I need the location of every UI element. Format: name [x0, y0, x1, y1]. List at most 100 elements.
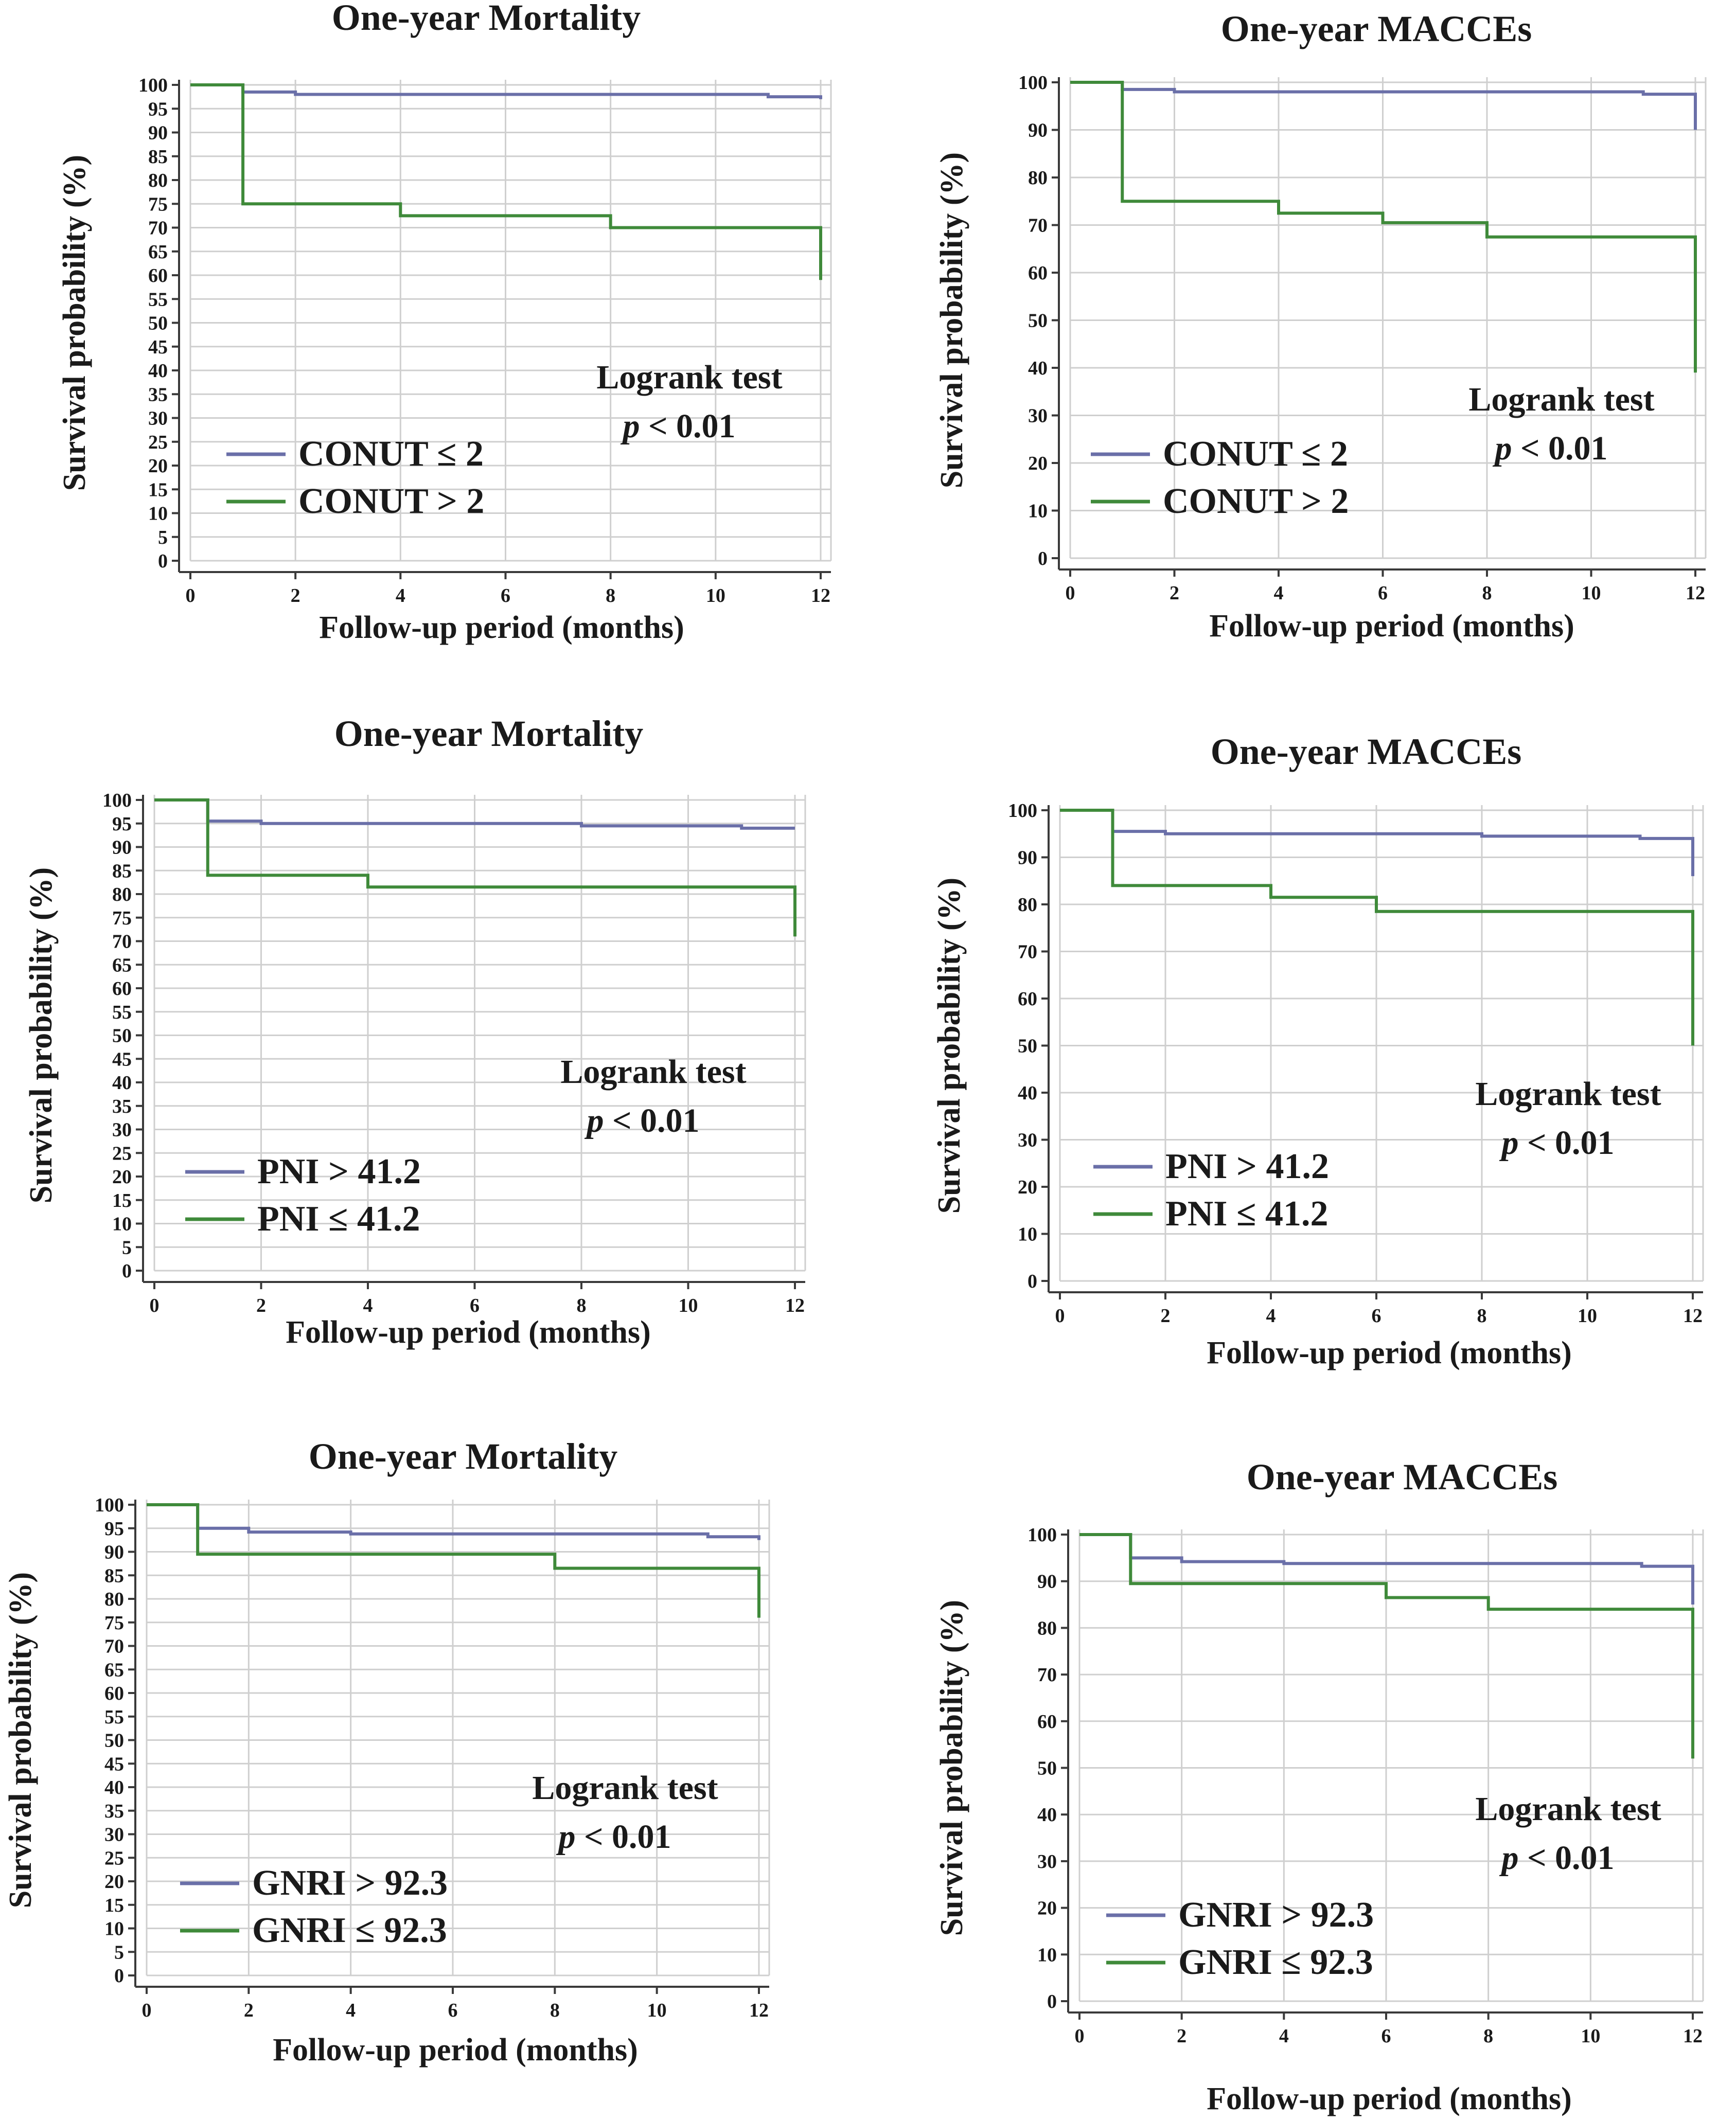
y-axis-label: Survival probability (%)	[934, 152, 969, 488]
chart-panel-pni-macces: One-year MACCEs 0 10 20 30 40 50 60 70 80 90 100 0 2 4…	[932, 731, 1704, 1370]
p-value-label: p < 0.01	[556, 1818, 671, 1856]
y-tick-label: 30	[148, 408, 168, 430]
legend-label: GNRI ≤ 92.3	[1178, 1943, 1373, 1982]
series-line-low	[190, 83, 822, 280]
y-tick-label: 0	[158, 550, 168, 572]
y-tick-label: 30	[104, 1824, 124, 1846]
axes: 0 10 20 30 40 50 60 70 80 90 100 0 2 4 6 8 10 12	[1008, 800, 1703, 1327]
logrank-test-label: Logrank test	[596, 359, 782, 396]
y-tick-label: 5	[122, 1237, 132, 1258]
grid	[1059, 805, 1704, 1282]
y-tick-label: 10	[1028, 501, 1048, 522]
y-tick-label: 15	[104, 1895, 124, 1916]
y-tick-label: 95	[104, 1518, 124, 1540]
y-tick-label: 75	[112, 907, 132, 929]
chart-panel-gnri-macces: One-year MACCEs 0 10 20 30 40 50 60 70 80 90 100 0 2 4…	[934, 1456, 1704, 2116]
grid	[1069, 77, 1707, 559]
x-tick-label: 6	[501, 585, 510, 607]
x-tick-label: 10	[1581, 2025, 1600, 2047]
chart-title: One-year Mortality	[332, 0, 641, 38]
y-tick-label: 5	[158, 527, 168, 548]
chart-title: One-year MACCEs	[1211, 731, 1522, 772]
legend: GNRI > 92.3 GNRI ≤ 92.3	[180, 1863, 448, 1950]
x-tick-label: 0	[150, 1295, 160, 1316]
y-tick-label: 60	[112, 978, 132, 1000]
y-tick-label: 35	[148, 384, 168, 405]
x-tick-label: 12	[811, 585, 830, 607]
y-tick-label: 90	[1037, 1571, 1057, 1593]
x-axis-label: Follow-up period (months)	[1209, 609, 1574, 644]
x-tick-label: 8	[1477, 1305, 1487, 1327]
chart-panel-conut-mortality: One-year Mortality0510152025303540455055…	[57, 0, 832, 645]
logrank-test-label: Logrank test	[1468, 381, 1654, 418]
x-tick-label: 0	[186, 585, 196, 607]
y-tick-label: 50	[1037, 1758, 1057, 1779]
x-tick-label: 0	[142, 2000, 152, 2021]
y-tick-label: 0	[122, 1260, 132, 1282]
legend-label: PNI ≤ 41.2	[257, 1199, 420, 1239]
axes: 0510152025303540455055606570758085909510…	[102, 790, 805, 1316]
x-tick-label: 4	[1274, 582, 1284, 604]
y-tick-label: 75	[148, 193, 168, 215]
y-tick-label: 85	[104, 1565, 124, 1587]
x-tick-label: 6	[470, 1295, 480, 1316]
x-tick-label: 8	[577, 1295, 587, 1316]
chart-title: One-year MACCEs	[1247, 1456, 1558, 1498]
y-tick-label: 60	[1028, 262, 1048, 284]
y-tick-label: 45	[148, 336, 168, 358]
x-tick-label: 6	[1381, 2025, 1391, 2047]
y-tick-label: 20	[112, 1166, 132, 1188]
chart-panel-conut-macces: One-year MACCEs 0 10 20 30 40 50 60 70 80 90 100 0 2 4…	[934, 8, 1707, 644]
p-value-label: p < 0.01	[1499, 1839, 1614, 1877]
y-tick-label: 25	[148, 432, 168, 453]
legend-label: CONUT > 2	[298, 482, 484, 521]
x-tick-label: 12	[749, 2000, 769, 2021]
legend: PNI > 41.2 PNI ≤ 41.2	[1093, 1147, 1329, 1234]
x-tick-label: 0	[1075, 2025, 1085, 2047]
y-axis-label: Survival probability (%)	[3, 1572, 38, 1908]
y-tick-label: 0	[1038, 548, 1048, 569]
legend-label: CONUT > 2	[1163, 482, 1349, 521]
y-tick-label: 55	[148, 289, 168, 310]
y-tick-label: 25	[112, 1143, 132, 1164]
y-tick-label: 90	[104, 1542, 124, 1563]
x-tick-label: 8	[550, 2000, 560, 2021]
y-tick-label: 65	[104, 1659, 124, 1681]
x-tick-label: 10	[647, 2000, 667, 2021]
y-tick-label: 80	[1028, 167, 1048, 189]
y-tick-label: 40	[104, 1777, 124, 1798]
y-axis-label: Survival probability (%)	[57, 155, 92, 491]
legend: PNI > 41.2 PNI ≤ 41.2	[185, 1152, 421, 1239]
x-tick-label: 0	[1055, 1305, 1065, 1327]
axes: 0 10 20 30 40 50 60 70 80 90 100 0 2 4 6 8 10 12	[1028, 1524, 1703, 2047]
y-tick-label: 85	[112, 860, 132, 882]
x-tick-label: 0	[1066, 582, 1075, 604]
y-tick-label: 50	[104, 1730, 124, 1752]
chart-title: One-year MACCEs	[1221, 8, 1532, 49]
x-tick-label: 2	[291, 585, 300, 607]
x-tick-label: 4	[1266, 1305, 1276, 1327]
y-tick-label: 10	[104, 1918, 124, 1940]
logrank-test-label: Logrank test	[1475, 1075, 1661, 1113]
x-tick-label: 8	[606, 585, 615, 607]
y-tick-label: 0	[1028, 1271, 1037, 1292]
y-tick-label: 15	[112, 1190, 132, 1212]
y-tick-label: 10	[1037, 1944, 1057, 1966]
p-value-label: p < 0.01	[1499, 1124, 1614, 1162]
chart-title: One-year Mortality	[309, 1436, 617, 1477]
x-tick-label: 4	[363, 1295, 373, 1316]
legend-label: CONUT ≤ 2	[1163, 434, 1348, 474]
x-tick-label: 12	[1683, 1305, 1703, 1327]
x-tick-label: 8	[1482, 582, 1492, 604]
y-tick-label: 80	[1037, 1617, 1057, 1639]
y-tick-label: 30	[1028, 405, 1048, 427]
y-tick-label: 80	[1018, 894, 1037, 916]
y-tick-label: 60	[104, 1683, 124, 1704]
y-tick-label: 20	[1037, 1898, 1057, 1919]
legend-label: GNRI > 92.3	[252, 1863, 448, 1903]
x-tick-label: 10	[1582, 582, 1601, 604]
y-tick-label: 100	[102, 790, 132, 811]
y-tick-label: 10	[112, 1214, 132, 1235]
x-axis-label: Follow-up period (months)	[1207, 2081, 1572, 2116]
p-value-label: p < 0.01	[620, 407, 735, 445]
